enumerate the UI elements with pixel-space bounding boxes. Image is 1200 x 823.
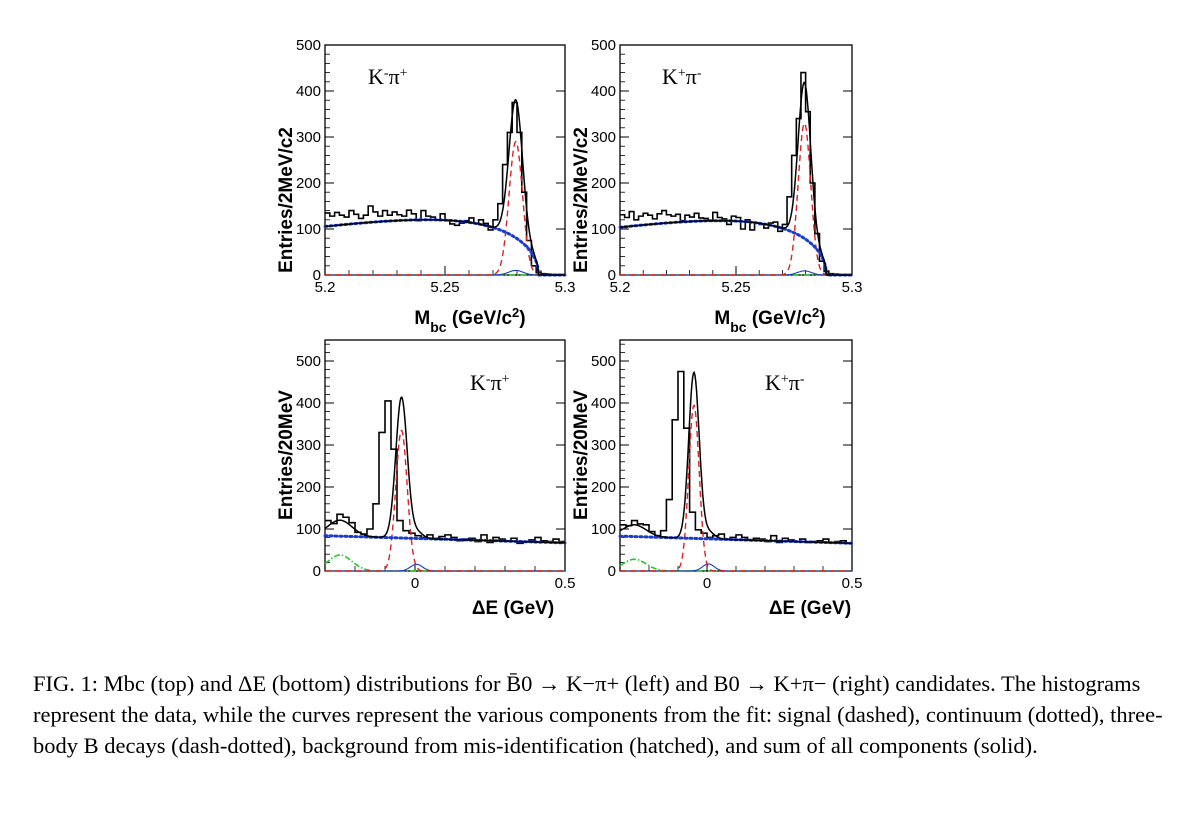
total-fit-curve — [324, 396, 566, 544]
panel-label: K+π- — [765, 370, 805, 395]
y-tick-label: 200 — [591, 175, 616, 192]
y-tick-label: 200 — [591, 479, 616, 496]
data-histogram — [325, 400, 565, 545]
total-fit-curve — [619, 81, 852, 276]
x-axis-label: ΔE (GeV) — [472, 598, 554, 619]
x-tick-label: 0 — [703, 575, 711, 592]
x-axis-label: Mbc (GeV/c2) — [414, 305, 525, 336]
y-tick-label: 400 — [296, 83, 321, 100]
signal-curve — [325, 141, 565, 276]
total-fit-curve — [324, 98, 565, 276]
y-tick-label: 200 — [296, 479, 321, 496]
y-axis-label: Entries/2MeV/c2 — [571, 127, 592, 273]
panel-label: K+π- — [662, 64, 702, 89]
y-tick-label: 500 — [296, 353, 321, 370]
signal-curve — [620, 404, 852, 572]
x-tick-label: 5.3 — [555, 279, 576, 296]
y-tick-label: 300 — [296, 129, 321, 146]
x-axis-label: ΔE (GeV) — [769, 598, 851, 619]
y-tick-label: 300 — [296, 437, 321, 454]
total-fit-curve — [619, 371, 852, 545]
x-tick-label: 5.2 — [610, 279, 631, 296]
plot-frame — [619, 44, 853, 276]
y-tick-label: 500 — [296, 37, 321, 54]
x-tick-label: 0.5 — [555, 575, 576, 592]
y-tick-label: 400 — [296, 395, 321, 412]
y-tick-label: 400 — [591, 395, 616, 412]
x-tick-label: 0 — [411, 575, 419, 592]
y-tick-label: 300 — [591, 437, 616, 454]
x-tick-label: 5.25 — [721, 279, 750, 296]
y-tick-label: 0 — [608, 563, 616, 580]
x-tick-label: 5.3 — [842, 279, 863, 296]
y-tick-label: 300 — [591, 129, 616, 146]
x-tick-label: 0.5 — [842, 575, 863, 592]
signal-curve — [325, 429, 565, 572]
figure-caption: FIG. 1: Mbc (top) and ΔE (bottom) distri… — [33, 668, 1173, 761]
x-axis-label: Mbc (GeV/c2) — [714, 305, 825, 336]
y-tick-label: 100 — [296, 521, 321, 538]
x-tick-label: 5.2 — [315, 279, 336, 296]
panel-label: K-π+ — [470, 370, 510, 395]
y-tick-label: 0 — [313, 563, 321, 580]
y-tick-label: 100 — [296, 221, 321, 238]
panel-label: K-π+ — [368, 64, 408, 89]
signal-curve — [620, 122, 852, 276]
y-axis-label: Entries/20MeV — [276, 390, 297, 520]
caption-label: FIG. 1: — [33, 671, 99, 696]
mbc-right-panel: Entries/2MeV/c2 K+π- 0 100 200 300 400 500 5.2… — [571, 37, 862, 335]
y-tick-label: 400 — [591, 83, 616, 100]
y-tick-label: 0 — [313, 267, 321, 284]
y-tick-label: 500 — [591, 353, 616, 370]
y-tick-label: 100 — [591, 521, 616, 538]
y-tick-label: 100 — [591, 221, 616, 238]
y-axis-label: Entries/20MeV — [571, 390, 592, 520]
x-tick-label: 5.25 — [430, 279, 459, 296]
figure-panels: Entries/2MeV/c2 K-π+ 0 100 200 300 400 500 5.2… — [276, 37, 863, 619]
y-tick-label: 200 — [296, 175, 321, 192]
mbc-left-panel: Entries/2MeV/c2 K-π+ 0 100 200 300 400 500 5.2… — [276, 37, 575, 335]
data-histogram — [620, 71, 852, 276]
y-tick-label: 0 — [608, 267, 616, 284]
caption-text: Mbc (top) and ΔE (bottom) distributions … — [33, 671, 1163, 758]
y-tick-label: 500 — [591, 37, 616, 54]
y-axis-label: Entries/2MeV/c2 — [276, 127, 297, 273]
data-histogram — [620, 370, 852, 545]
